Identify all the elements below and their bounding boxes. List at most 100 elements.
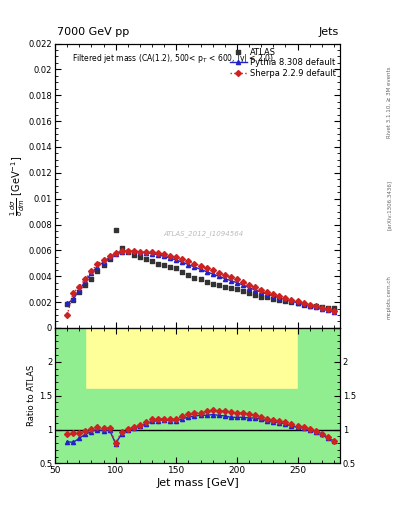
Sherpa 2.2.9 default — [125, 248, 130, 254]
Pythia 8.308 default — [65, 301, 70, 307]
Sherpa 2.2.9 default — [265, 289, 270, 295]
ATLAS — [143, 255, 149, 264]
Pythia 8.308 default — [107, 254, 112, 261]
Y-axis label: Ratio to ATLAS: Ratio to ATLAS — [28, 365, 36, 426]
ATLAS — [240, 287, 246, 295]
Pythia 8.308 default — [228, 278, 233, 284]
Sherpa 2.2.9 default — [168, 253, 173, 259]
ATLAS — [294, 300, 301, 308]
Sherpa 2.2.9 default — [89, 268, 94, 274]
Y-axis label: $\frac{1}{\sigma}\frac{d\sigma}{dm}$ [GeV$^{-1}$]: $\frac{1}{\sigma}\frac{d\sigma}{dm}$ [Ge… — [9, 156, 27, 216]
Sherpa 2.2.9 default — [247, 282, 252, 288]
ATLAS — [270, 294, 276, 303]
Pythia 8.308 default — [204, 269, 209, 275]
Sherpa 2.2.9 default — [198, 263, 203, 269]
Legend: ATLAS, Pythia 8.308 default, Sherpa 2.2.9 default: ATLAS, Pythia 8.308 default, Sherpa 2.2.… — [230, 48, 336, 78]
Sherpa 2.2.9 default — [174, 254, 179, 261]
Sherpa 2.2.9 default — [259, 287, 263, 293]
Sherpa 2.2.9 default — [95, 261, 100, 267]
Text: Rivet 3.1.10, ≥ 3M events: Rivet 3.1.10, ≥ 3M events — [387, 67, 391, 138]
Pythia 8.308 default — [241, 282, 245, 288]
ATLAS — [185, 271, 191, 279]
Pythia 8.308 default — [259, 289, 263, 295]
Sherpa 2.2.9 default — [162, 251, 167, 258]
Pythia 8.308 default — [301, 302, 306, 308]
Sherpa 2.2.9 default — [71, 290, 75, 296]
ATLAS — [222, 283, 228, 291]
Sherpa 2.2.9 default — [313, 303, 318, 309]
ATLAS — [276, 296, 283, 304]
ATLAS — [149, 257, 155, 265]
Pythia 8.308 default — [283, 296, 288, 303]
ATLAS — [252, 291, 258, 300]
Pythia 8.308 default — [174, 257, 179, 263]
Pythia 8.308 default — [235, 280, 239, 286]
ATLAS — [70, 296, 76, 304]
ATLAS — [312, 302, 319, 310]
Sherpa 2.2.9 default — [289, 296, 294, 303]
Sherpa 2.2.9 default — [83, 276, 88, 282]
ATLAS — [167, 263, 173, 271]
ATLAS — [258, 292, 264, 301]
ATLAS — [282, 297, 288, 305]
Sherpa 2.2.9 default — [241, 279, 245, 285]
Sherpa 2.2.9 default — [320, 305, 324, 311]
Sherpa 2.2.9 default — [301, 300, 306, 306]
Sherpa 2.2.9 default — [235, 276, 239, 283]
Sherpa 2.2.9 default — [325, 306, 330, 312]
ATLAS — [137, 253, 143, 262]
Sherpa 2.2.9 default — [228, 274, 233, 280]
Sherpa 2.2.9 default — [192, 261, 197, 267]
ATLAS — [161, 261, 167, 269]
Sherpa 2.2.9 default — [138, 248, 142, 254]
Pythia 8.308 default — [168, 255, 173, 261]
Sherpa 2.2.9 default — [307, 302, 312, 308]
Sherpa 2.2.9 default — [150, 249, 154, 255]
Sherpa 2.2.9 default — [216, 269, 221, 275]
Pythia 8.308 default — [313, 304, 318, 310]
Pythia 8.308 default — [113, 250, 118, 257]
Sherpa 2.2.9 default — [204, 265, 209, 271]
Sherpa 2.2.9 default — [277, 293, 282, 299]
ATLAS — [173, 264, 180, 272]
ATLAS — [100, 261, 107, 269]
ATLAS — [112, 226, 119, 234]
Sherpa 2.2.9 default — [107, 253, 112, 259]
ATLAS — [94, 267, 101, 275]
Pythia 8.308 default — [143, 250, 148, 256]
Line: Sherpa 2.2.9 default: Sherpa 2.2.9 default — [65, 249, 336, 317]
Pythia 8.308 default — [119, 249, 124, 255]
Pythia 8.308 default — [216, 273, 221, 279]
Sherpa 2.2.9 default — [101, 257, 106, 263]
Pythia 8.308 default — [186, 262, 191, 268]
Sherpa 2.2.9 default — [222, 272, 227, 278]
Pythia 8.308 default — [247, 285, 252, 291]
ATLAS — [155, 260, 161, 268]
X-axis label: Jet mass [GeV]: Jet mass [GeV] — [156, 478, 239, 488]
ATLAS — [191, 273, 198, 282]
ATLAS — [300, 301, 307, 309]
Sherpa 2.2.9 default — [271, 291, 275, 297]
ATLAS — [234, 285, 240, 293]
Pythia 8.308 default — [156, 252, 160, 258]
ATLAS — [131, 251, 137, 259]
ATLAS — [64, 300, 70, 308]
Sherpa 2.2.9 default — [113, 250, 118, 256]
ATLAS — [264, 293, 270, 302]
ATLAS — [88, 275, 95, 283]
ATLAS — [228, 284, 234, 292]
Sherpa 2.2.9 default — [186, 258, 191, 264]
ATLAS — [197, 275, 204, 284]
Text: ATLAS_2012_I1094564: ATLAS_2012_I1094564 — [163, 231, 243, 238]
Pythia 8.308 default — [210, 271, 215, 277]
ATLAS — [179, 268, 185, 276]
Text: 7000 GeV pp: 7000 GeV pp — [57, 27, 129, 37]
Sherpa 2.2.9 default — [295, 298, 300, 305]
Pythia 8.308 default — [277, 294, 282, 301]
Sherpa 2.2.9 default — [119, 248, 124, 254]
Pythia 8.308 default — [180, 259, 185, 265]
Pythia 8.308 default — [222, 275, 227, 282]
Pythia 8.308 default — [150, 250, 154, 257]
ATLAS — [325, 304, 331, 312]
Pythia 8.308 default — [125, 248, 130, 254]
